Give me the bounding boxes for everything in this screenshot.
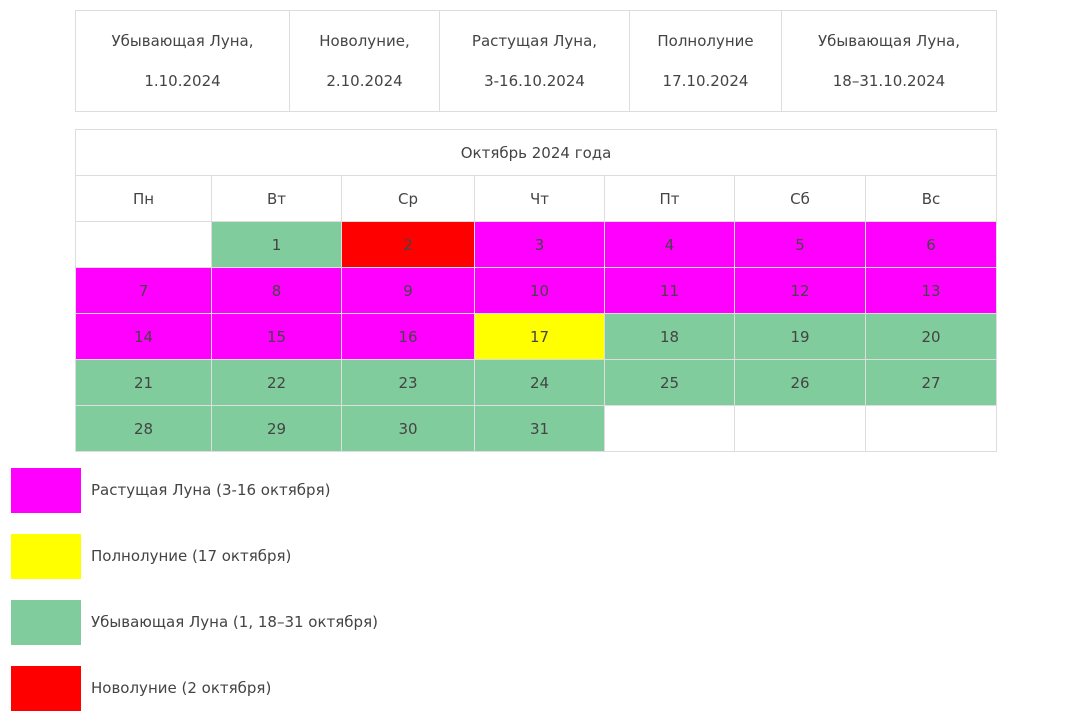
phase-date: 3-16.10.2024 [484, 72, 585, 90]
calendar-day-cell: 12 [734, 267, 866, 314]
legend-label: Новолуние (2 октября) [91, 679, 272, 697]
phase-name: Убывающая Луна, [818, 32, 960, 50]
calendar-day-cell: 18 [604, 313, 735, 360]
phase-name: Растущая Луна, [471, 32, 598, 50]
calendar-caption-row: Октябрь 2024 года [74, 129, 998, 176]
phase-cell-full-moon: Полнолуние 17.10.2024 [629, 10, 782, 112]
weekday-header: Ср [341, 175, 475, 222]
phase-cell-waning-end: Убывающая Луна, 18–31.10.2024 [781, 10, 997, 112]
calendar-empty-cell [75, 221, 212, 268]
calendar-week-row: 28 29 30 31 [75, 405, 998, 452]
weekday-header: Вт [211, 175, 342, 222]
calendar-day-cell: 6 [864, 221, 998, 268]
legend-swatch [11, 600, 81, 645]
calendar-day-cell: 30 [341, 405, 475, 452]
phase-cell-waning-start: Убывающая Луна, 1.10.2024 [75, 10, 290, 112]
calendar-day-cell: 15 [211, 313, 342, 360]
calendar-day-cell: 3 [474, 221, 605, 268]
calendar-day-cell: 8 [211, 267, 342, 314]
legend-item-full: Полнолуние (17 октября) [11, 534, 511, 580]
legend-swatch [11, 666, 81, 711]
calendar-week-row: 14 15 16 17 18 19 20 [75, 313, 998, 360]
moon-phases-row: Убывающая Луна, 1.10.2024 Новолуние, 2.1… [75, 10, 997, 112]
phase-date: 1.10.2024 [144, 72, 221, 90]
calendar-day-cell: 25 [604, 359, 735, 406]
legend-swatch [11, 534, 81, 579]
weekday-header: Вс [864, 175, 998, 222]
calendar-day-cell: 14 [75, 313, 212, 360]
calendar-day-cell: 23 [341, 359, 475, 406]
phase-date: 2.10.2024 [326, 72, 403, 90]
calendar-empty-cell [734, 405, 866, 452]
calendar-day-cell: 28 [75, 405, 212, 452]
calendar-day-cell: 27 [864, 359, 998, 406]
legend-item-waxing: Растущая Луна (3-16 октября) [11, 468, 511, 514]
calendar-day-cell: 21 [75, 359, 212, 406]
weekday-header: Пн [75, 175, 212, 222]
calendar-title: Октябрь 2024 года [74, 129, 998, 176]
calendar-day-cell: 22 [211, 359, 342, 406]
calendar-day-cell: 31 [474, 405, 605, 452]
phase-name: Новолуние, [319, 32, 410, 50]
weekday-header: Сб [734, 175, 866, 222]
phase-name: Полнолуние [657, 32, 754, 50]
legend-swatch [11, 468, 81, 513]
calendar-day-cell: 13 [864, 267, 998, 314]
legend-item-new: Новолуние (2 октября) [11, 666, 511, 712]
calendar-day-cell: 9 [341, 267, 475, 314]
weekday-header: Пт [604, 175, 735, 222]
calendar-day-cell: 4 [604, 221, 735, 268]
calendar-day-cell: 5 [734, 221, 866, 268]
weekday-header: Чт [474, 175, 605, 222]
calendar-day-cell: 24 [474, 359, 605, 406]
moon-phases-table: Убывающая Луна, 1.10.2024 Новолуние, 2.1… [75, 10, 997, 112]
calendar-day-cell: 20 [864, 313, 998, 360]
calendar-day-cell: 10 [474, 267, 605, 314]
calendar-day-cell: 19 [734, 313, 866, 360]
calendar-day-cell: 7 [75, 267, 212, 314]
calendar-day-cell: 11 [604, 267, 735, 314]
legend-label: Убывающая Луна (1, 18–31 октября) [91, 613, 378, 631]
phase-name: Убывающая Луна, [111, 32, 254, 50]
calendar-day-cell: 29 [211, 405, 342, 452]
calendar-empty-cell [604, 405, 735, 452]
legend-item-waning: Убывающая Луна (1, 18–31 октября) [11, 600, 511, 646]
calendar-day-cell: 2 [341, 221, 475, 268]
calendar-week-row: 21 22 23 24 25 26 27 [75, 359, 998, 406]
phase-date: 17.10.2024 [662, 72, 749, 90]
calendar-empty-cell [864, 405, 998, 452]
legend-label: Полнолуние (17 октября) [91, 547, 292, 565]
phase-cell-waxing: Растущая Луна, 3-16.10.2024 [439, 10, 630, 112]
calendar-day-cell: 26 [734, 359, 866, 406]
legend-label: Растущая Луна (3-16 октября) [91, 481, 331, 499]
calendar-day-cell: 1 [211, 221, 342, 268]
phase-date: 18–31.10.2024 [832, 72, 946, 90]
calendar-day-cell: 16 [341, 313, 475, 360]
calendar-week-row: 7 8 9 10 11 12 13 [75, 267, 998, 314]
weekday-header-row: Пн Вт Ср Чт Пт Сб Вс [75, 175, 998, 222]
phase-cell-new-moon: Новолуние, 2.10.2024 [289, 10, 440, 112]
calendar-day-cell: 17 [474, 313, 605, 360]
